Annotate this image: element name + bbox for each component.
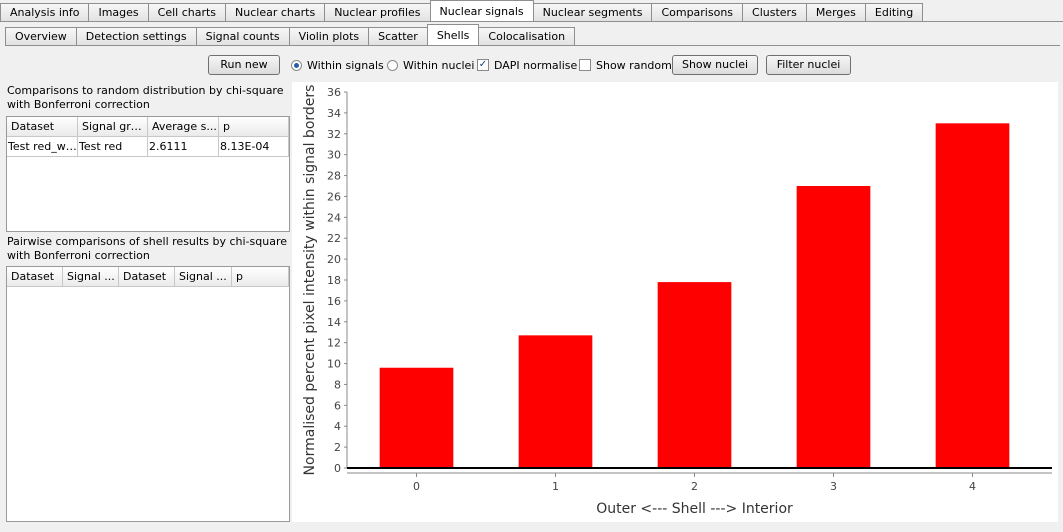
main-tab-divider xyxy=(0,21,1063,22)
y-tick-label: 12 xyxy=(327,337,341,350)
dapi-normalise-label: DAPI normalise xyxy=(494,58,578,72)
y-tick-label: 0 xyxy=(334,462,341,475)
subtab-colocalisation[interactable]: Colocalisation xyxy=(478,27,576,45)
y-tick-label: 8 xyxy=(334,378,341,391)
subtab-overview[interactable]: Overview xyxy=(5,27,77,45)
table-row[interactable]: Test red_wi... Test red 2.6111 8.13E-04 xyxy=(7,137,289,157)
within-signals-label: Within signals xyxy=(307,58,384,72)
column-header[interactable]: Dataset xyxy=(119,267,175,287)
subtab-violin-plots[interactable]: Violin plots xyxy=(288,27,370,45)
bar-shell-3 xyxy=(796,186,871,468)
tab-analysis-info[interactable]: Analysis info xyxy=(0,3,90,21)
x-tick-label: 4 xyxy=(969,480,976,493)
tab-nuclear-signals[interactable]: Nuclear signals xyxy=(429,0,534,21)
column-header[interactable]: p xyxy=(219,117,289,137)
tab-cell-charts[interactable]: Cell charts xyxy=(147,3,227,21)
tab-images[interactable]: Images xyxy=(88,3,149,21)
show-nuclei-button[interactable]: Show nuclei xyxy=(672,55,758,75)
y-tick-label: 4 xyxy=(334,420,341,433)
subtab-signal-counts[interactable]: Signal counts xyxy=(195,27,290,45)
subtab-detection-settings[interactable]: Detection settings xyxy=(75,27,197,45)
column-header[interactable]: Dataset xyxy=(7,267,63,287)
subtab-shells[interactable]: Shells xyxy=(426,24,480,45)
x-tick-label: 2 xyxy=(691,480,698,493)
y-tick-label: 36 xyxy=(327,86,341,99)
y-tick-label: 14 xyxy=(327,316,341,329)
pairwise-table-header: Dataset Signal ... Dataset Signal ... p xyxy=(7,267,289,287)
filter-nuclei-button[interactable]: Filter nuclei xyxy=(766,55,851,75)
main-tab-bar: Analysis info Images Cell charts Nuclear ch… xyxy=(0,0,924,21)
y-tick-label: 22 xyxy=(327,232,341,245)
tab-nuclear-profiles[interactable]: Nuclear profiles xyxy=(324,3,431,21)
sub-tab-bar: Overview Detection settings Signal counts V… xyxy=(5,24,576,45)
subtab-scatter[interactable]: Scatter xyxy=(368,27,428,45)
y-tick-label: 18 xyxy=(327,274,341,287)
bar-shell-0 xyxy=(379,367,454,468)
y-tick-label: 24 xyxy=(327,211,341,224)
tab-merges[interactable]: Merges xyxy=(805,3,866,21)
y-tick-label: 6 xyxy=(334,399,341,412)
shell-chart-panel: 0 2 4 6 8 10 12 14 16 18 20 22 24 26 28 30 32 34 36 0 1 2 3 4 Ou… xyxy=(292,82,1058,522)
table-cell[interactable]: 8.13E-04 xyxy=(219,137,289,157)
tab-clusters[interactable]: Clusters xyxy=(742,3,807,21)
bar-shell-2 xyxy=(657,282,732,468)
x-tick-label: 1 xyxy=(552,480,559,493)
bar-shell-1 xyxy=(518,335,593,468)
y-tick-label: 30 xyxy=(327,149,341,162)
x-tick-label: 3 xyxy=(830,480,837,493)
show-random-checkbox[interactable]: Show random xyxy=(579,58,672,72)
y-tick-label: 28 xyxy=(327,170,341,183)
dapi-normalise-checkbox[interactable]: ✓ DAPI normalise xyxy=(477,58,577,72)
bar-shell-4 xyxy=(935,123,1010,469)
table-cell[interactable]: Test red_wi... xyxy=(7,137,78,157)
tab-nuclear-segments[interactable]: Nuclear segments xyxy=(532,3,653,21)
column-header[interactable]: Average s... xyxy=(148,117,219,137)
y-tick-label: 10 xyxy=(327,358,341,371)
table-cell[interactable]: Test red xyxy=(78,137,148,157)
column-header[interactable]: Dataset xyxy=(7,117,78,137)
random-comparison-table[interactable]: Dataset Signal group Average s... p Test… xyxy=(6,116,290,232)
x-axis-title: Outer <--- Shell ---> Interior xyxy=(596,501,793,517)
y-tick-label: 20 xyxy=(327,253,341,266)
x-tick-label: 0 xyxy=(413,480,420,493)
random-table-header: Dataset Signal group Average s... p xyxy=(7,117,289,137)
tab-nuclear-charts[interactable]: Nuclear charts xyxy=(225,3,326,21)
y-tick-label: 16 xyxy=(327,295,341,308)
tab-editing[interactable]: Editing xyxy=(864,3,924,21)
pairwise-comparison-table[interactable]: Dataset Signal ... Dataset Signal ... p xyxy=(6,266,290,522)
within-nuclei-radio[interactable]: Within nuclei xyxy=(387,58,474,72)
y-tick-label: 34 xyxy=(327,107,341,120)
show-random-check-box[interactable] xyxy=(579,59,591,71)
within-nuclei-label: Within nuclei xyxy=(403,58,475,72)
y-tick-label: 32 xyxy=(327,128,341,141)
random-comparison-caption: Comparisons to random distribution by ch… xyxy=(7,84,284,111)
within-nuclei-radio-indicator[interactable] xyxy=(387,59,398,71)
dapi-normalise-check-icon[interactable]: ✓ xyxy=(477,59,489,71)
tab-comparisons[interactable]: Comparisons xyxy=(651,3,744,21)
column-header[interactable]: p xyxy=(232,267,289,287)
pairwise-comparison-caption: Pairwise comparisons of shell results by… xyxy=(7,235,287,262)
y-tick-label: 2 xyxy=(334,441,341,454)
run-new-button[interactable]: Run new xyxy=(208,55,280,75)
y-axis-title: Normalised percent pixel intensity withi… xyxy=(302,85,318,476)
column-header[interactable]: Signal group xyxy=(78,117,148,137)
y-tick-label: 26 xyxy=(327,190,341,203)
within-signals-radio[interactable]: Within signals xyxy=(291,58,384,72)
sub-tab-divider xyxy=(5,45,1060,46)
show-random-label: Show random xyxy=(596,58,672,72)
column-header[interactable]: Signal ... xyxy=(175,267,232,287)
column-header[interactable]: Signal ... xyxy=(63,267,119,287)
table-cell[interactable]: 2.6111 xyxy=(148,137,219,157)
within-signals-radio-indicator[interactable] xyxy=(291,59,302,71)
